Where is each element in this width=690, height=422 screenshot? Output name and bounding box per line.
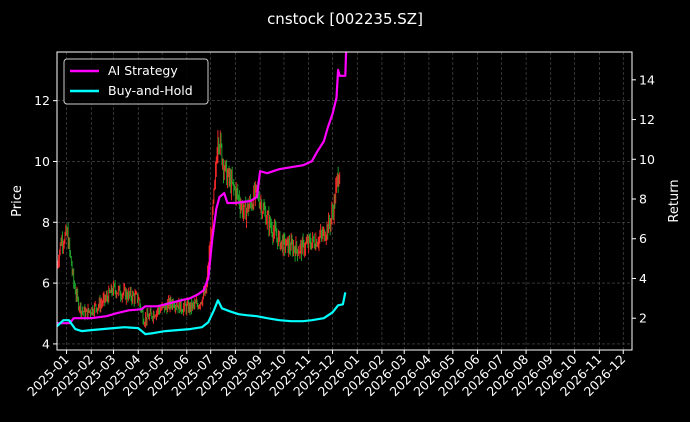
chart-title: cnstock [002235.SZ] [267,10,423,28]
y-tick-label-right: 6 [639,231,647,246]
y-tick-label-right: 10 [639,152,655,167]
legend-label-buy-and-hold: Buy-and-Hold [108,83,193,98]
y-tick-label-left: 10 [34,154,50,169]
y-tick-label-right: 2 [639,311,647,326]
series-line-buy-and-hold [56,292,347,336]
y-tick-label-right: 8 [639,192,647,207]
legend-label-ai-strategy: AI Strategy [108,63,178,78]
y-tick-label-left: 12 [34,93,50,108]
legend-box [63,58,209,105]
y-tick-label-left: 8 [42,215,50,230]
y-tick-label-left: 6 [42,276,50,291]
legend: AI Strategy Buy-and-Hold [63,58,209,105]
y-tick-label-left: 4 [42,336,50,351]
y-tick-label-right: 14 [639,72,655,87]
y-axis-label-right: Return [667,179,682,222]
y-axis-label-left: Price [10,185,25,217]
left-axis: 4 6 8 10 12 [34,93,57,351]
series-line-ai-strategy [57,51,348,325]
y-tick-label-right: 4 [639,271,647,286]
return-lines [56,51,348,336]
y-tick-label-right: 12 [639,112,655,127]
plot-frame [56,51,633,351]
right-axis: 2 4 6 8 10 12 14 [632,72,655,326]
price-candles [56,130,341,328]
